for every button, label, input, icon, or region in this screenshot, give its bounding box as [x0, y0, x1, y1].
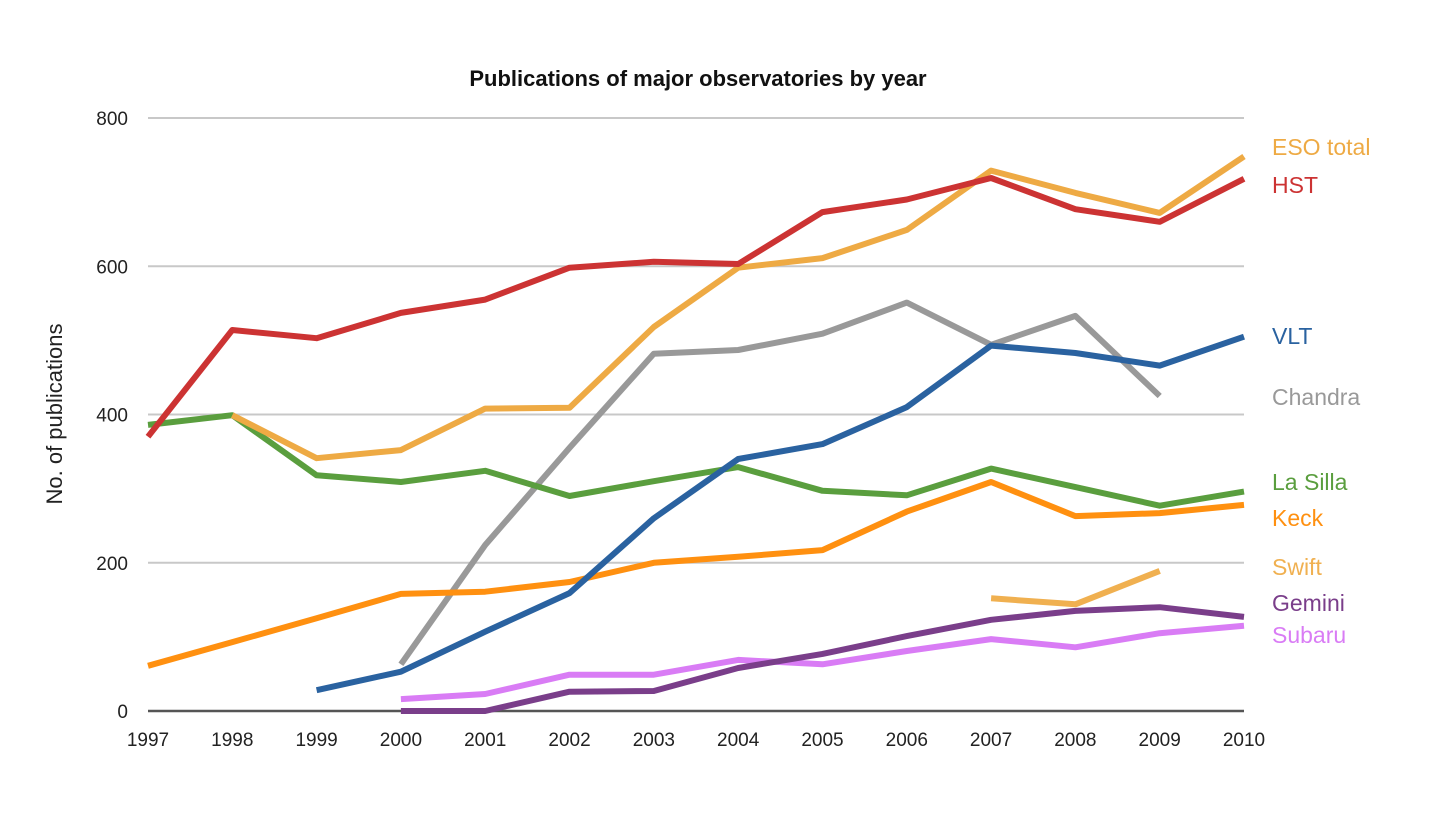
series-line-swift	[990, 568, 1161, 608]
x-ticks: 1997 1998 1999 2000 2001 2002 2003 2004 2005 2006…	[127, 730, 1265, 751]
series-line-chandra	[398, 299, 1162, 667]
series-line-hst	[145, 175, 1246, 439]
y-tick-label: 200	[96, 554, 128, 575]
x-tick-label: 2005	[801, 730, 843, 751]
x-tick-label: 2008	[1054, 730, 1096, 751]
series-label: HST	[1272, 172, 1318, 198]
series-label: Subaru	[1272, 622, 1346, 648]
y-tick-label: 400	[96, 406, 128, 427]
y-tick-label: 800	[96, 109, 128, 130]
series-label: VLT	[1272, 323, 1312, 349]
x-tick-label: 2003	[633, 730, 675, 751]
series-label: Keck	[1272, 505, 1324, 531]
x-tick-label: 1998	[211, 730, 253, 751]
x-tick-label: 1999	[295, 730, 337, 751]
x-tick-label: 2004	[717, 730, 760, 751]
series-line-la-silla	[147, 412, 1245, 509]
x-tick-label: 2000	[380, 730, 422, 751]
series-lines	[145, 154, 1246, 714]
gridlines	[148, 117, 1244, 713]
series-label: Swift	[1272, 554, 1322, 580]
x-tick-label: 2009	[1139, 730, 1181, 751]
x-tick-label: 2010	[1223, 730, 1265, 751]
y-tick-label: 600	[96, 257, 128, 278]
x-tick-label: 1997	[127, 730, 169, 751]
chart-title: Publications of major observatories by y…	[469, 66, 927, 91]
series-label: Chandra	[1272, 384, 1360, 410]
series-line-gemini	[400, 604, 1245, 714]
series-line-vlt	[315, 333, 1245, 694]
y-tick-label: 0	[117, 702, 128, 723]
y-ticks: 0 200 400 600 800	[96, 109, 128, 723]
x-tick-label: 2006	[886, 730, 928, 751]
x-tick-label: 2007	[970, 730, 1012, 751]
series-line-keck	[147, 479, 1245, 669]
x-tick-label: 2001	[464, 730, 506, 751]
series-line-subaru	[400, 622, 1245, 703]
series-line-eso-total	[230, 154, 1246, 462]
series-label: ESO total	[1272, 134, 1370, 160]
series-label: La Silla	[1272, 469, 1348, 495]
x-tick-label: 2002	[548, 730, 590, 751]
series-label: Gemini	[1272, 590, 1345, 616]
y-axis-label: No. of publications	[42, 324, 67, 505]
series-labels: ESO total HST VLT Chandra La Silla Keck Swift G…	[1272, 134, 1370, 648]
